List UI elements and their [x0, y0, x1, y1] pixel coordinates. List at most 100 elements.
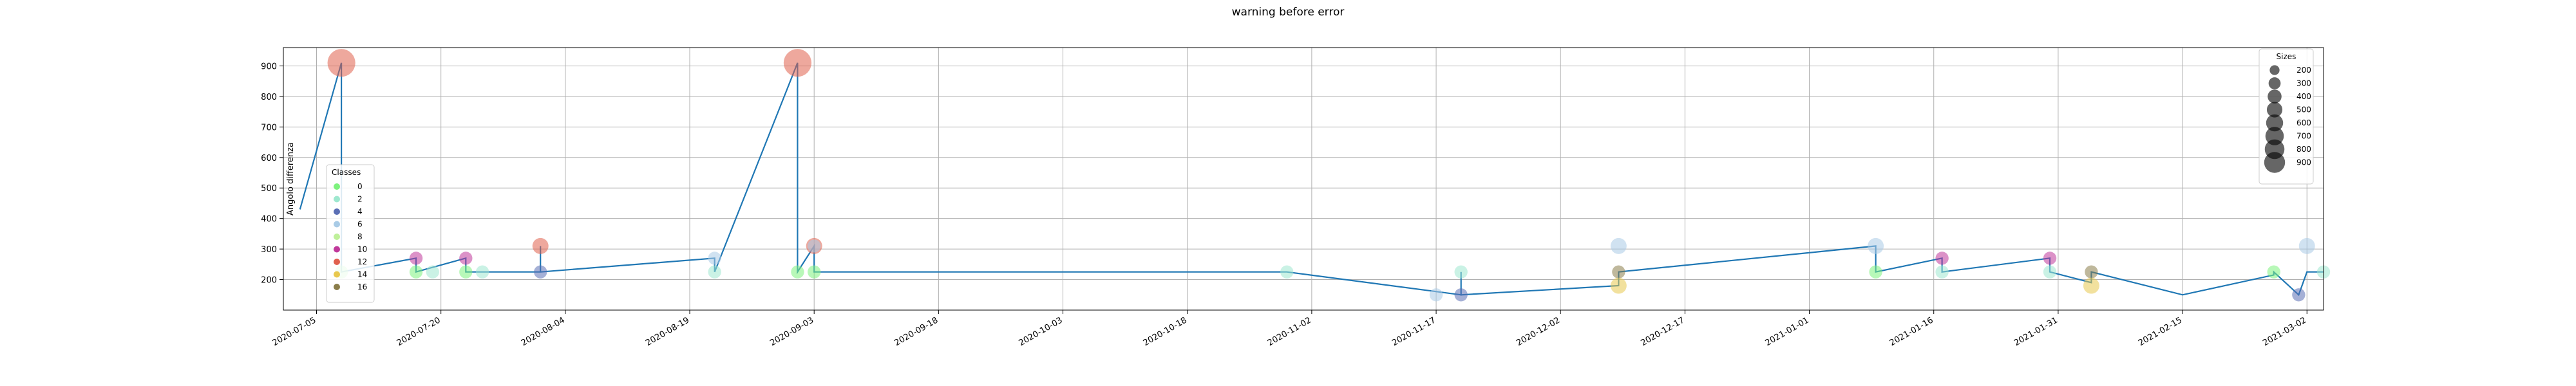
x-tick-label: 2020-09-18: [893, 315, 940, 348]
legend-size-marker: [2268, 77, 2281, 89]
data-point: [2267, 265, 2280, 279]
legend-size-label: 400: [2297, 92, 2311, 101]
legend-class-swatch: [334, 246, 340, 253]
legend-sizes-title: Sizes: [2277, 52, 2297, 61]
data-point: [1610, 237, 1627, 254]
grid: [283, 48, 2324, 310]
legend-size-label: 700: [2297, 132, 2311, 141]
data-point: [808, 265, 821, 279]
data-point: [409, 252, 423, 265]
x-tick-label: 2021-01-31: [2012, 315, 2060, 348]
legend-class-label: 6: [357, 220, 363, 229]
data-point: [1869, 265, 1882, 279]
data-point: [426, 265, 439, 279]
data-point: [1454, 265, 1468, 279]
plot-frame: [283, 47, 2324, 311]
data-point: [1429, 288, 1443, 302]
data-point: [1935, 265, 1949, 279]
legend-classes-frame: [326, 164, 375, 303]
data-point: [708, 252, 721, 265]
legend-size-label: 300: [2297, 79, 2311, 88]
data-point: [1868, 237, 1884, 254]
legend-size-marker: [2269, 65, 2280, 75]
legend-class-swatch: [334, 196, 340, 203]
x-tick-label: 2020-09-03: [768, 315, 815, 348]
legend-size-label: 500: [2297, 106, 2311, 115]
legend-size-label: 800: [2297, 145, 2311, 154]
x-tick-label: 2021-01-16: [1888, 315, 1935, 348]
y-tick-label: 300: [261, 245, 277, 255]
legend-class-label: 12: [357, 257, 367, 266]
legend-class-swatch: [334, 259, 340, 265]
legend-size-label: 200: [2297, 66, 2311, 75]
axes: 200 300 400 500 600 700 800 900 2020-07-05 2020-0…: [261, 62, 2308, 348]
y-tick-label: 500: [261, 184, 277, 194]
data-point: [791, 265, 804, 279]
data-point: [534, 265, 547, 279]
data-point: [2085, 265, 2098, 279]
y-tick-label: 900: [261, 62, 277, 71]
legend-size-marker: [2266, 114, 2284, 132]
x-tick-label: 2020-07-05: [271, 315, 318, 348]
legend-size-label: 600: [2297, 118, 2311, 127]
legend-class-swatch: [334, 271, 340, 278]
data-point: [1454, 288, 1468, 302]
x-tick-label: 2020-11-17: [1390, 315, 1437, 348]
legend-size-marker: [2268, 89, 2282, 104]
legend-class-label: 10: [357, 245, 367, 254]
legend-class-label: 4: [357, 207, 363, 216]
legend-class-swatch: [334, 208, 340, 215]
chart-title: warning before error: [1232, 6, 1345, 19]
x-tick-label: 2020-10-18: [1142, 315, 1189, 348]
x-tick-label: 2021-02-15: [2137, 315, 2184, 348]
legend-size-marker: [2264, 152, 2286, 173]
legend-class-label: 8: [357, 232, 363, 241]
data-point: [1935, 252, 1949, 265]
legend-class-label: 14: [357, 270, 367, 279]
x-tick-label: 2020-11-02: [1266, 315, 1313, 348]
legend-classes-title: Classes: [332, 168, 361, 177]
data-point: [1610, 277, 1627, 294]
y-axis-label: Angolo differenza: [286, 142, 296, 216]
legend-class-swatch: [334, 234, 340, 240]
x-tick-label: 2020-08-04: [520, 315, 567, 348]
x-tick-label: 2020-12-17: [1639, 315, 1686, 348]
data-point: [708, 265, 721, 279]
data-point: [2083, 277, 2099, 294]
legend-class-swatch: [334, 284, 340, 290]
y-tick-label: 800: [261, 93, 277, 102]
legend-class-label: 0: [357, 182, 363, 191]
legend-class-swatch: [334, 183, 340, 190]
data-point: [475, 265, 489, 279]
data-point: [327, 49, 355, 77]
x-tick-label: 2020-10-03: [1018, 315, 1065, 348]
data-point: [783, 49, 812, 77]
legend-size-marker: [2266, 102, 2283, 118]
y-tick-label: 200: [261, 276, 277, 286]
legend-class-label: 16: [357, 282, 367, 291]
data-point: [459, 265, 473, 279]
legend-class-swatch: [334, 221, 340, 228]
x-tick-label: 2020-07-20: [395, 315, 442, 348]
data-point: [409, 265, 423, 279]
x-tick-label: 2021-03-02: [2261, 315, 2308, 348]
legend-classes: Classes 0 2 4 6 8 10 12 14 16: [326, 164, 375, 303]
data-point: [2043, 252, 2057, 265]
data-point: [808, 239, 821, 253]
data-point: [1280, 265, 1294, 279]
data-point: [2298, 237, 2315, 254]
data-points: [327, 49, 2331, 302]
data-point: [459, 252, 473, 265]
y-tick-label: 700: [261, 123, 277, 133]
legend-size-label: 900: [2297, 158, 2311, 167]
legend-class-label: 2: [357, 195, 363, 204]
x-tick-label: 2021-01-01: [1764, 315, 1811, 348]
x-tick-label: 2020-08-19: [644, 315, 691, 348]
x-tick-label: 2020-12-02: [1515, 315, 1562, 348]
data-point: [2292, 288, 2306, 302]
y-tick-label: 600: [261, 154, 277, 163]
data-point: [2043, 265, 2057, 279]
y-tick-label: 400: [261, 215, 277, 225]
